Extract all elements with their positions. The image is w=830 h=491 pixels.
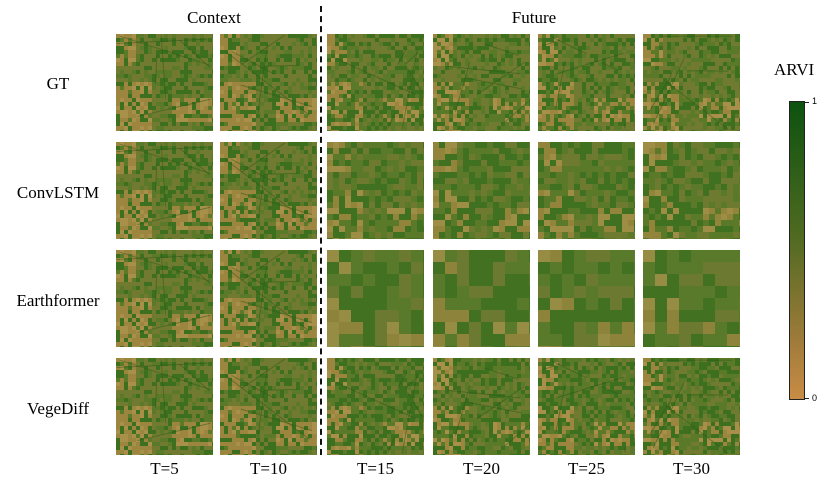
col-label-t25: T=25 (568, 459, 605, 478)
panel-convlstm-t5 (116, 142, 213, 239)
context-header: Context (187, 8, 241, 27)
col-label-t15: T=15 (357, 459, 394, 478)
col-label-t20: T=20 (463, 459, 500, 478)
colorbar-max-label: 1 (812, 96, 818, 106)
panel-convlstm-t25 (538, 142, 635, 239)
panel-vegediff-t20 (433, 358, 530, 455)
future-header: Future (511, 8, 557, 27)
colorbar-tick-min (805, 398, 809, 399)
panel-earthformer-t5 (116, 250, 213, 347)
panel-gt-t25 (538, 34, 635, 131)
panel-vegediff-t15 (327, 358, 424, 455)
panel-vegediff-t30 (643, 358, 740, 455)
row-label-earthformer: Earthformer (16, 291, 100, 310)
colorbar-tick-max (805, 102, 809, 103)
context-future-divider (320, 6, 322, 455)
panel-vegediff-t5 (116, 358, 213, 455)
panel-convlstm-t10 (220, 142, 317, 239)
panel-earthformer-t15 (327, 250, 424, 347)
panel-earthformer-t25 (538, 250, 635, 347)
panel-convlstm-t30 (643, 142, 740, 239)
row-label-vegediff: VegeDiff (27, 399, 89, 418)
panel-gt-t30 (643, 34, 740, 131)
panel-vegediff-t10 (220, 358, 317, 455)
panel-earthformer-t10 (220, 250, 317, 347)
panel-gt-t20 (433, 34, 530, 131)
col-label-t30: T=30 (673, 459, 710, 478)
panel-earthformer-t20 (433, 250, 530, 347)
panel-convlstm-t20 (433, 142, 530, 239)
panel-convlstm-t15 (327, 142, 424, 239)
row-label-gt: GT (46, 74, 70, 93)
panel-gt-t10 (220, 34, 317, 131)
col-label-t10: T=10 (250, 459, 287, 478)
row-label-convlstm: ConvLSTM (16, 183, 100, 202)
colorbar-title: ARVI (774, 60, 815, 79)
panel-earthformer-t30 (643, 250, 740, 347)
col-label-t5: T=5 (150, 459, 179, 478)
colorbar (789, 101, 805, 400)
panel-vegediff-t25 (538, 358, 635, 455)
panel-gt-t15 (327, 34, 424, 131)
colorbar-min-label: 0 (812, 393, 818, 403)
panel-gt-t5 (116, 34, 213, 131)
